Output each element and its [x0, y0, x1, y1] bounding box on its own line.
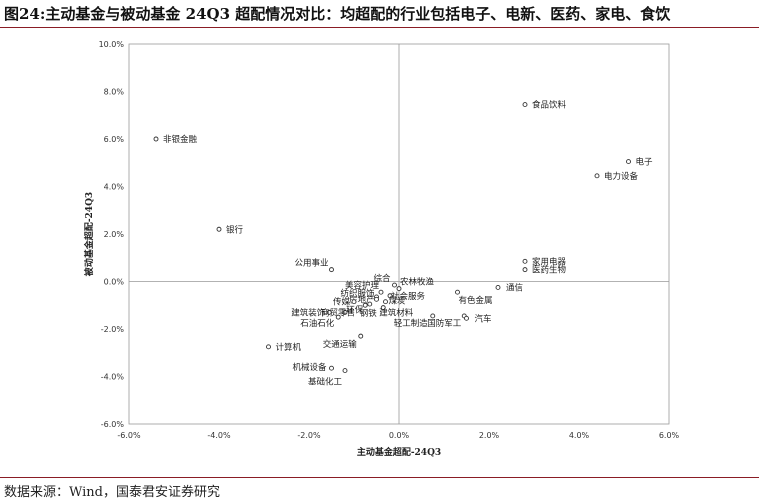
data-label: 交通运输	[323, 339, 358, 350]
data-point	[464, 315, 469, 321]
data-label: 房地产	[349, 294, 375, 305]
data-point	[594, 173, 600, 179]
data-label: 医药生物	[532, 265, 567, 276]
data-label: 建筑材料	[379, 308, 414, 319]
x-tick-label: -4.0%	[207, 431, 231, 440]
data-label: 食品饮料	[532, 100, 567, 111]
data-label: 煤炭	[389, 296, 407, 307]
data-point	[626, 159, 631, 165]
title-divider	[0, 27, 759, 28]
data-label: 农林牧渔	[400, 277, 435, 288]
data-point	[351, 299, 357, 305]
data-point	[522, 102, 528, 108]
data-source: 数据来源：Wind，国泰君安证券研究	[4, 485, 220, 500]
data-label: 电力设备	[604, 171, 639, 182]
data-label: 公用事业	[294, 258, 328, 269]
data-point	[367, 301, 373, 307]
data-point	[335, 314, 341, 320]
y-tick-label: -4.0%	[101, 373, 125, 382]
data-label: 机械设备	[292, 362, 327, 373]
data-label: 家用电器	[532, 256, 567, 267]
data-point	[374, 296, 379, 302]
data-point	[329, 365, 334, 371]
data-label: 国防军工	[427, 318, 462, 329]
data-point	[378, 289, 384, 295]
x-tick-label: 4.0%	[569, 431, 590, 440]
y-tick-label: -2.0%	[101, 325, 125, 334]
data-point	[342, 309, 348, 315]
y-tick-label: 10.0%	[99, 40, 125, 49]
data-point	[266, 344, 271, 350]
data-label: 石油石化	[300, 318, 335, 329]
x-tick-label: 0.0%	[389, 431, 410, 440]
y-tick-label: 8.0%	[104, 88, 125, 97]
x-tick-label: -6.0%	[117, 431, 141, 440]
figure-title: 图24:主动基金与被动基金 24Q3 超配情况对比：均超配的行业包括电子、电新、…	[4, 5, 671, 23]
data-label: 纺织服饰	[340, 288, 375, 299]
data-label: 轻工制造	[394, 318, 429, 329]
data-point	[358, 333, 364, 339]
y-tick-label: 2.0%	[104, 230, 125, 239]
data-point	[522, 267, 528, 273]
x-axis-title: 主动基金超配-24Q3	[357, 446, 441, 458]
data-point	[455, 289, 460, 295]
scatter-chart: -6.0% -4.0% -2.0% 0.0% 2.0% 4.0% 6.0% 10.0% 8.0%…	[83, 40, 680, 458]
data-point	[495, 284, 501, 290]
data-label: 有色金属	[459, 295, 493, 306]
data-label: 电子	[636, 157, 654, 168]
x-tick-label: 2.0%	[479, 431, 500, 440]
data-label: 建筑装饰	[291, 307, 326, 318]
y-tick-label: 6.0%	[104, 135, 125, 144]
data-point	[392, 282, 397, 288]
data-label: 美容护理	[345, 280, 380, 291]
y-axis-title: 被动基金超配-24Q3	[83, 192, 95, 276]
data-label: 商贸零售	[321, 307, 355, 318]
y-tick-label: 4.0%	[104, 183, 125, 192]
footer-divider	[0, 477, 759, 478]
x-tick-label: -2.0%	[297, 431, 321, 440]
data-label: 基础化工	[308, 377, 343, 388]
data-point	[387, 293, 393, 299]
data-point	[153, 136, 159, 142]
title-bar: 图24:主动基金与被动基金 24Q3 超配情况对比：均超配的行业包括电子、电新、…	[0, 0, 759, 26]
data-point	[362, 302, 368, 308]
data-label: 传媒	[333, 297, 351, 308]
data-point	[396, 286, 402, 292]
data-point	[342, 368, 348, 374]
data-label: 综合	[373, 273, 391, 284]
y-tick-label: -6.0%	[101, 420, 125, 429]
data-point	[383, 299, 388, 305]
data-point	[216, 226, 222, 232]
data-label: 社会服务	[391, 291, 426, 302]
x-tick-label: 6.0%	[659, 431, 680, 440]
data-label: 环保	[346, 304, 364, 315]
data-label: 通信	[506, 282, 524, 293]
data-point	[522, 258, 528, 264]
data-label: 计算机	[276, 342, 302, 353]
data-point	[326, 309, 332, 315]
data-point	[329, 267, 334, 273]
data-label: 银行	[226, 224, 244, 235]
data-point	[380, 305, 386, 311]
data-label: 非银金融	[163, 134, 198, 145]
data-label: 钢铁	[360, 308, 378, 319]
data-point	[430, 313, 436, 319]
y-tick-label: 0.0%	[104, 278, 125, 287]
data-label: 汽车	[475, 313, 492, 324]
